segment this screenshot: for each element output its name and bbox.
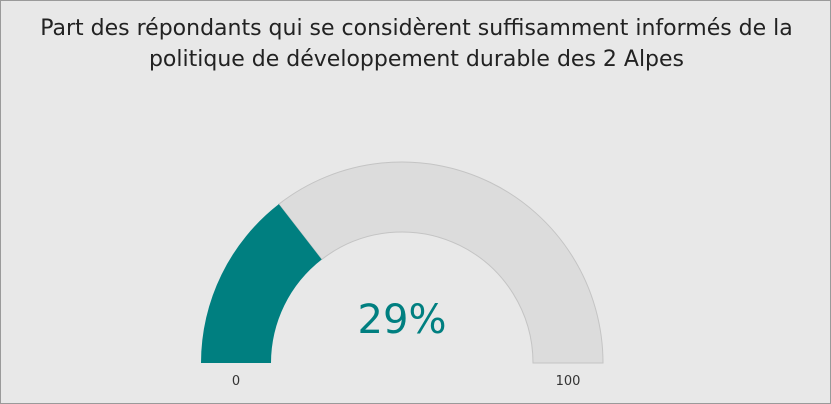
tick-label: 0 bbox=[232, 374, 240, 389]
value-label: 29% bbox=[358, 297, 447, 343]
gauge-track bbox=[278, 161, 604, 364]
gauge-value bbox=[201, 204, 322, 363]
tick-label: 100 bbox=[556, 374, 581, 389]
chart-title: Part des répondants qui se considèrent s… bbox=[40, 16, 793, 72]
